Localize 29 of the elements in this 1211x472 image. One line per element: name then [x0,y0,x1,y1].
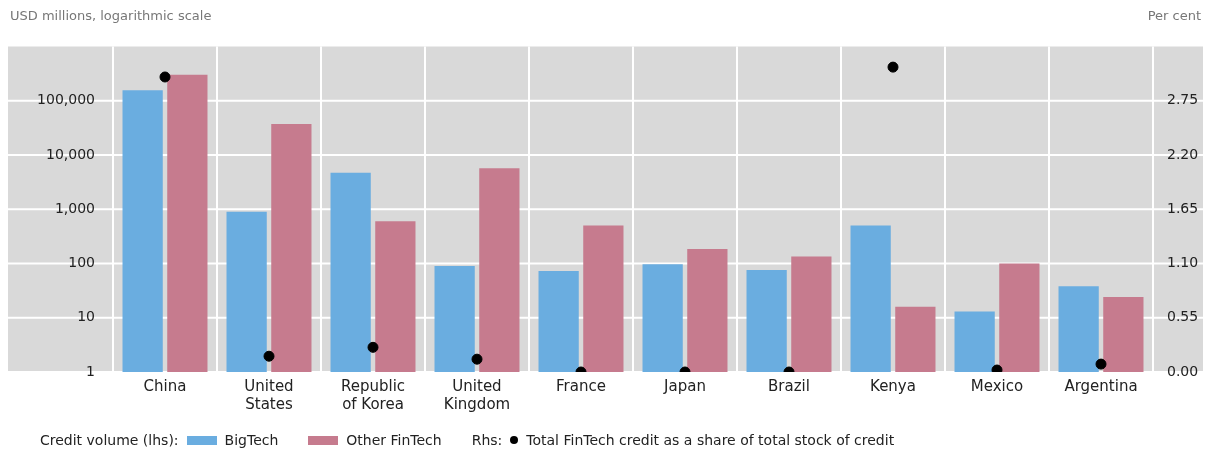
x-tick-label: Brazil [768,376,810,395]
y2-tick-label: 2.20 [1167,145,1199,162]
text: Rhs: [471,432,503,448]
y-axis-title: USD millions, logarithmic scale [10,8,212,23]
x-tick-label: Mexico [970,376,1024,395]
y2-tick-label: 2.75 [1167,91,1199,108]
x-tick-label: Republic of Korea [340,376,406,413]
y2-tick-label: 0.00 [1167,362,1199,379]
y2-tick-label: 1.10 [1167,254,1199,271]
y-tick-label: 100 [68,254,95,271]
y2-axis-title: Per cent [1147,8,1201,23]
y-tick-label: 10,000 [46,145,95,162]
legend-title: Credit volume (lhs): [40,432,179,448]
x-tick-label: Argentina [1064,376,1138,395]
x-tick-label: United States [244,376,294,413]
y2-tick-label: 0.55 [1167,308,1199,325]
y-tick-label: 100,000 [37,91,95,108]
x-tick-label: Japan [663,376,706,395]
x-tick-label: Kenya [870,376,916,395]
x-tick-label: China [143,376,187,395]
y-tick-label: 10 [77,308,95,325]
y-tick-label: 1,000 [54,199,95,216]
x-tick-label: United Kingdom [443,376,511,413]
legend-label: Other FinTech [346,432,442,448]
x-tick-label: France [556,376,606,395]
legend-label: Total FinTech credit as a share of total stock of credit [526,432,895,448]
y-tick-label: 1 [86,362,95,379]
y2-tick-label: 1.65 [1167,199,1199,216]
legend-label: BigTech [224,432,279,448]
